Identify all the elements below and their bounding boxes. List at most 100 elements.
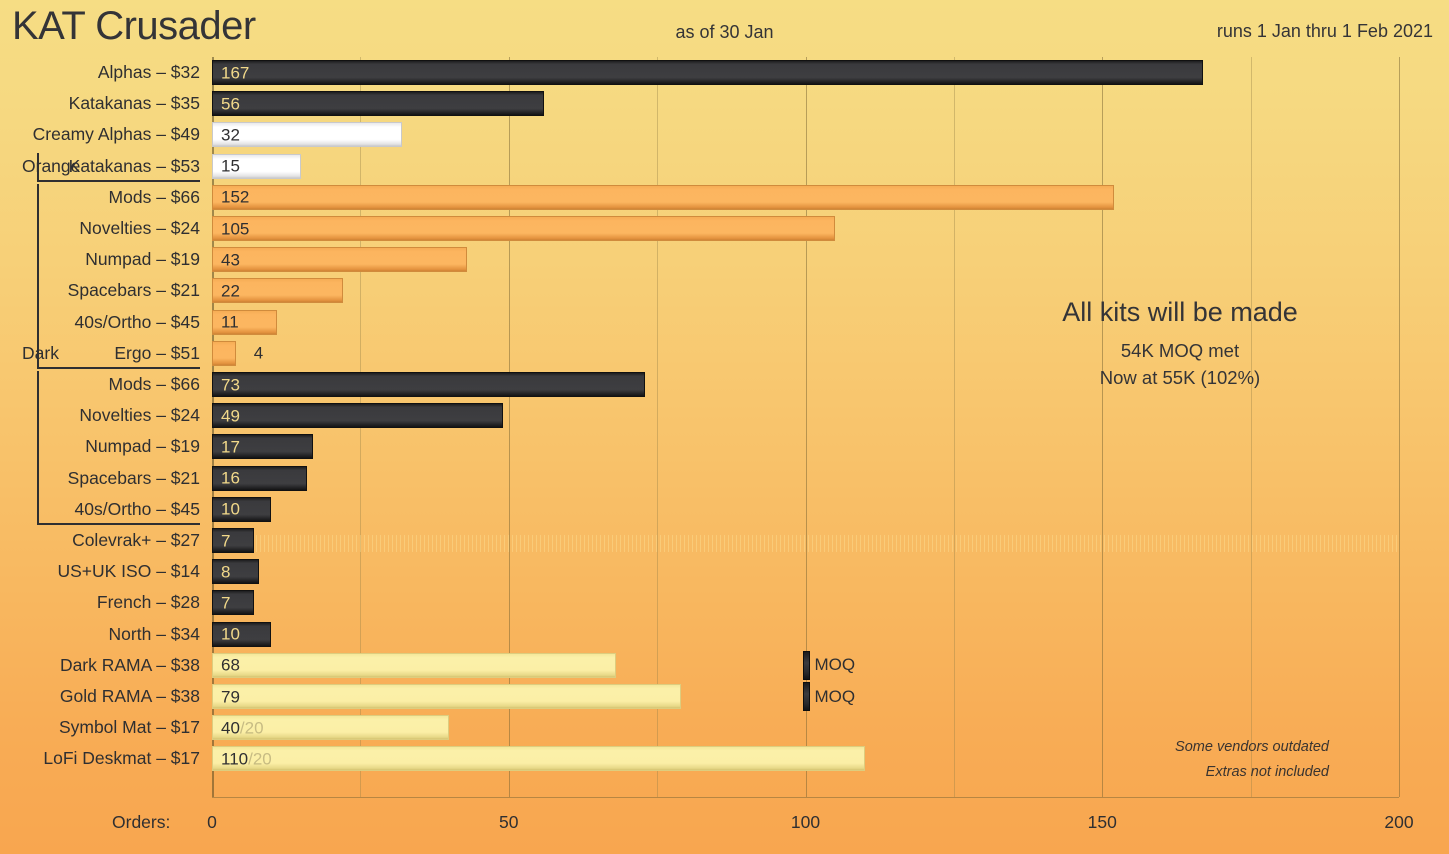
bar-value-label: 56 bbox=[221, 94, 240, 114]
group-bracket-line bbox=[37, 183, 39, 367]
bar-value-label: 68 bbox=[221, 655, 240, 675]
bar[interactable]: 32 bbox=[212, 122, 402, 148]
x-axis-tick-label: 0 bbox=[207, 812, 217, 832]
bar-row: 8 bbox=[212, 556, 1399, 587]
category-label: Spacebars – $21 bbox=[67, 467, 200, 488]
bar-value-label: 4 bbox=[253, 343, 264, 363]
bar[interactable]: 110/20 bbox=[212, 746, 865, 772]
x-axis-tick-label: 200 bbox=[1384, 812, 1414, 832]
bar-row: 16 bbox=[212, 463, 1399, 494]
bar-row: 7 bbox=[212, 525, 1399, 556]
bar-row: 40/20 bbox=[212, 712, 1399, 743]
bar[interactable] bbox=[212, 340, 236, 366]
category-label: LoFi Deskmat – $17 bbox=[43, 748, 200, 769]
bar-value-label: 17 bbox=[221, 437, 240, 457]
bar[interactable]: 73 bbox=[212, 372, 646, 397]
bar-row: 73 bbox=[212, 369, 1399, 400]
moq-label: MOQ bbox=[814, 686, 856, 706]
x-axis-tick-label: 150 bbox=[1087, 812, 1117, 832]
bar-value-label: 105 bbox=[221, 219, 250, 238]
bar-row: 110/20 bbox=[212, 743, 1399, 774]
bar[interactable]: 68 bbox=[212, 652, 616, 678]
bar[interactable]: 15 bbox=[212, 153, 302, 179]
bar-row: 43 bbox=[212, 244, 1399, 275]
bar-value-label: 11 bbox=[221, 312, 239, 332]
bar[interactable]: 79 bbox=[212, 684, 681, 709]
group-bracket-divider bbox=[37, 179, 200, 182]
moq-marker bbox=[802, 682, 810, 711]
moq-label: MOQ bbox=[814, 655, 856, 675]
bar-row: 10 bbox=[212, 619, 1399, 650]
plot-area: 167 56 32 15 152 105 43 22 11 4 73 49 17 16 10 7 8 7 10 68 M… bbox=[212, 57, 1400, 798]
bar[interactable]: 49 bbox=[212, 403, 503, 429]
category-label: North – $34 bbox=[108, 623, 200, 644]
group-bracket-line bbox=[37, 371, 39, 523]
gridline bbox=[657, 57, 659, 797]
category-label: Mods – $66 bbox=[108, 186, 200, 207]
bar-row: 15 bbox=[212, 151, 1399, 182]
bar-row: 11 bbox=[212, 307, 1399, 338]
bar[interactable]: 17 bbox=[212, 434, 313, 460]
x-axis-title: Orders: bbox=[112, 812, 171, 832]
bar[interactable]: 152 bbox=[212, 184, 1115, 210]
bar-value-label: 22 bbox=[221, 281, 240, 301]
bar-row: 49 bbox=[212, 400, 1399, 431]
category-label: Numpad – $19 bbox=[85, 436, 200, 457]
bar-row: 10 bbox=[212, 494, 1399, 525]
bar-value-denominator: /20 bbox=[239, 718, 264, 738]
category-label: Katakanas – $35 bbox=[68, 93, 200, 114]
bar-row: 68 MOQ bbox=[212, 650, 1399, 681]
x-axis-tick-label: 50 bbox=[499, 812, 519, 832]
bar[interactable]: 105 bbox=[212, 216, 836, 241]
group-bracket-divider bbox=[37, 367, 200, 369]
bar-value-label: 40/20 bbox=[221, 718, 264, 738]
bar[interactable]: 56 bbox=[212, 91, 545, 117]
bar[interactable]: 43 bbox=[212, 247, 468, 273]
category-label: Katakanas – $53 bbox=[68, 155, 200, 176]
bar[interactable]: 22 bbox=[212, 278, 343, 304]
category-label: Alphas – $32 bbox=[97, 62, 200, 82]
category-label: 40s/Ortho – $45 bbox=[74, 311, 201, 332]
annotation-current-total: Now at 55K (102%) bbox=[1099, 367, 1261, 388]
bar-value-label: 10 bbox=[221, 624, 240, 644]
footnote-extras: Extras not included bbox=[1205, 764, 1329, 780]
group-bracket-divider bbox=[37, 523, 200, 525]
category-label: Gold RAMA – $38 bbox=[59, 686, 200, 706]
category-label: Symbol Mat – $17 bbox=[58, 717, 200, 738]
x-axis-line bbox=[212, 797, 1399, 798]
bar-value-label: 49 bbox=[221, 406, 240, 426]
bar-row: 105 bbox=[212, 213, 1399, 244]
bar[interactable]: 7 bbox=[212, 590, 254, 616]
category-label: Spacebars – $21 bbox=[67, 280, 200, 301]
bar-row: 152 bbox=[212, 182, 1399, 213]
group-name-label: Orange bbox=[22, 155, 81, 176]
category-label: 40s/Ortho – $45 bbox=[74, 498, 201, 519]
category-label: Ergo – $51 bbox=[114, 342, 200, 363]
category-label: Mods – $66 bbox=[108, 374, 200, 394]
category-label: Numpad – $19 bbox=[85, 249, 200, 270]
bar[interactable]: 11 bbox=[212, 309, 278, 335]
bar-row: 17 bbox=[212, 431, 1399, 462]
as-of-label: as of 30 Jan bbox=[675, 22, 774, 42]
page-title: KAT Crusader bbox=[12, 4, 256, 48]
bar[interactable]: 10 bbox=[212, 621, 272, 647]
bar[interactable]: 7 bbox=[212, 528, 254, 553]
gridline bbox=[1250, 57, 1252, 797]
bar-row: 7 bbox=[212, 587, 1399, 618]
category-label: Creamy Alphas – $49 bbox=[32, 124, 200, 145]
bar-row: 4 bbox=[212, 338, 1399, 369]
bar[interactable]: 16 bbox=[212, 465, 307, 491]
gridline bbox=[508, 57, 510, 797]
bar[interactable]: 10 bbox=[212, 496, 272, 522]
bar[interactable]: 167 bbox=[212, 60, 1204, 85]
annotation-moq-met: 54K MOQ met bbox=[1120, 340, 1240, 361]
category-label: Novelties – $24 bbox=[79, 218, 200, 238]
bar[interactable]: 8 bbox=[212, 559, 260, 585]
gridline bbox=[953, 57, 955, 797]
bar[interactable]: 40/20 bbox=[212, 715, 450, 741]
bar-value-label: 7 bbox=[221, 531, 231, 550]
group-bracket-line bbox=[37, 152, 39, 180]
bar-value-label: 79 bbox=[221, 687, 240, 706]
category-label: US+UK ISO – $14 bbox=[57, 561, 200, 582]
